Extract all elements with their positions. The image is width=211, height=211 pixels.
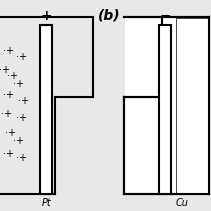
Text: +: + <box>41 9 52 23</box>
Bar <box>40 25 52 194</box>
Text: Pt: Pt <box>42 198 51 208</box>
Text: ·+: ·+ <box>14 79 24 89</box>
Bar <box>159 25 171 194</box>
Text: ·+: ·+ <box>14 136 24 146</box>
Text: Cu: Cu <box>176 198 189 208</box>
Bar <box>125 18 208 193</box>
Text: (b): (b) <box>98 8 121 22</box>
Bar <box>176 18 208 193</box>
Text: ·+: ·+ <box>5 128 16 138</box>
Text: ·+: ·+ <box>3 46 14 56</box>
Text: ·+: ·+ <box>0 65 10 75</box>
Text: ·+: ·+ <box>18 96 29 106</box>
Text: −: − <box>159 8 171 22</box>
Text: ·+: ·+ <box>3 149 14 159</box>
Text: ·+: ·+ <box>7 71 18 81</box>
Text: ·+: ·+ <box>1 109 12 119</box>
Text: ·+: ·+ <box>16 52 27 62</box>
Text: ·+: ·+ <box>16 113 27 123</box>
Text: ·+: ·+ <box>3 90 14 100</box>
Text: ·+: ·+ <box>16 153 27 163</box>
